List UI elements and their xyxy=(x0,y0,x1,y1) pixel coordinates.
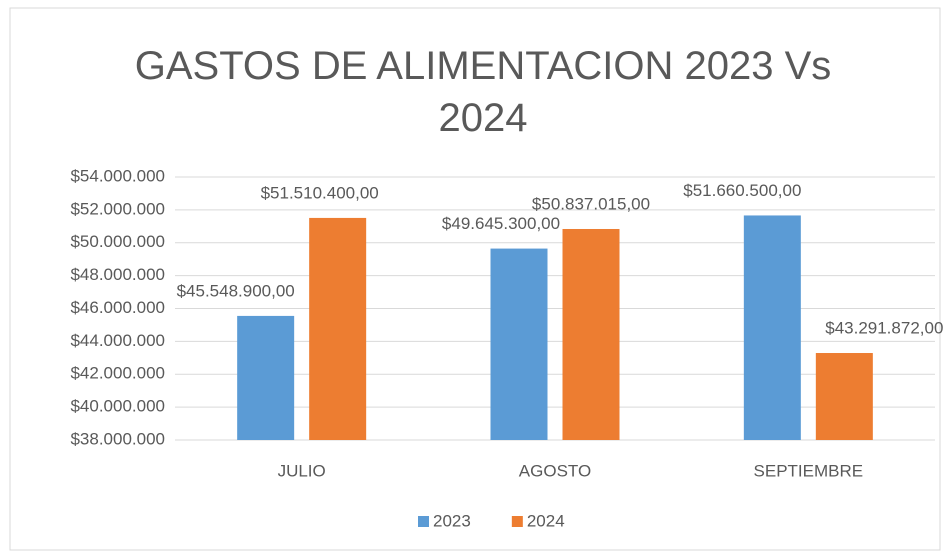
x-tick-label: JULIO xyxy=(278,461,326,480)
x-tick-label: SEPTIEMBRE xyxy=(754,461,864,480)
y-tick-label: $42.000.000 xyxy=(70,364,165,383)
bar xyxy=(743,215,801,440)
chart-title: GASTOS DE ALIMENTACION 2023 Vs 2024 xyxy=(134,44,832,140)
y-tick-label: $52.000.000 xyxy=(70,199,165,218)
value-label: $43.291.872,00 xyxy=(825,318,943,337)
value-label: $51.510.400,00 xyxy=(261,183,379,202)
legend-label: 2023 xyxy=(433,511,471,530)
legend-swatch xyxy=(418,516,429,527)
value-label: $49.645.300,00 xyxy=(442,214,560,233)
y-tick-label: $50.000.000 xyxy=(70,232,165,251)
y-tick-label: $46.000.000 xyxy=(70,298,165,317)
bar xyxy=(562,228,620,440)
bar xyxy=(309,217,367,440)
value-label: $51.660.500,00 xyxy=(683,181,801,200)
value-label: $50.837.015,00 xyxy=(532,194,650,213)
bar xyxy=(490,248,548,440)
y-tick-label: $54.000.000 xyxy=(70,166,165,185)
value-label: $45.548.900,00 xyxy=(177,281,295,300)
y-tick-label: $38.000.000 xyxy=(70,429,165,448)
legend-label: 2024 xyxy=(527,511,565,530)
y-tick-label: $40.000.000 xyxy=(70,397,165,416)
legend-swatch xyxy=(511,516,523,527)
y-tick-label: $48.000.000 xyxy=(70,265,165,284)
bar xyxy=(815,353,873,440)
x-tick-label: AGOSTO xyxy=(519,461,591,480)
y-tick-label: $44.000.000 xyxy=(70,331,165,350)
bar xyxy=(237,315,295,440)
